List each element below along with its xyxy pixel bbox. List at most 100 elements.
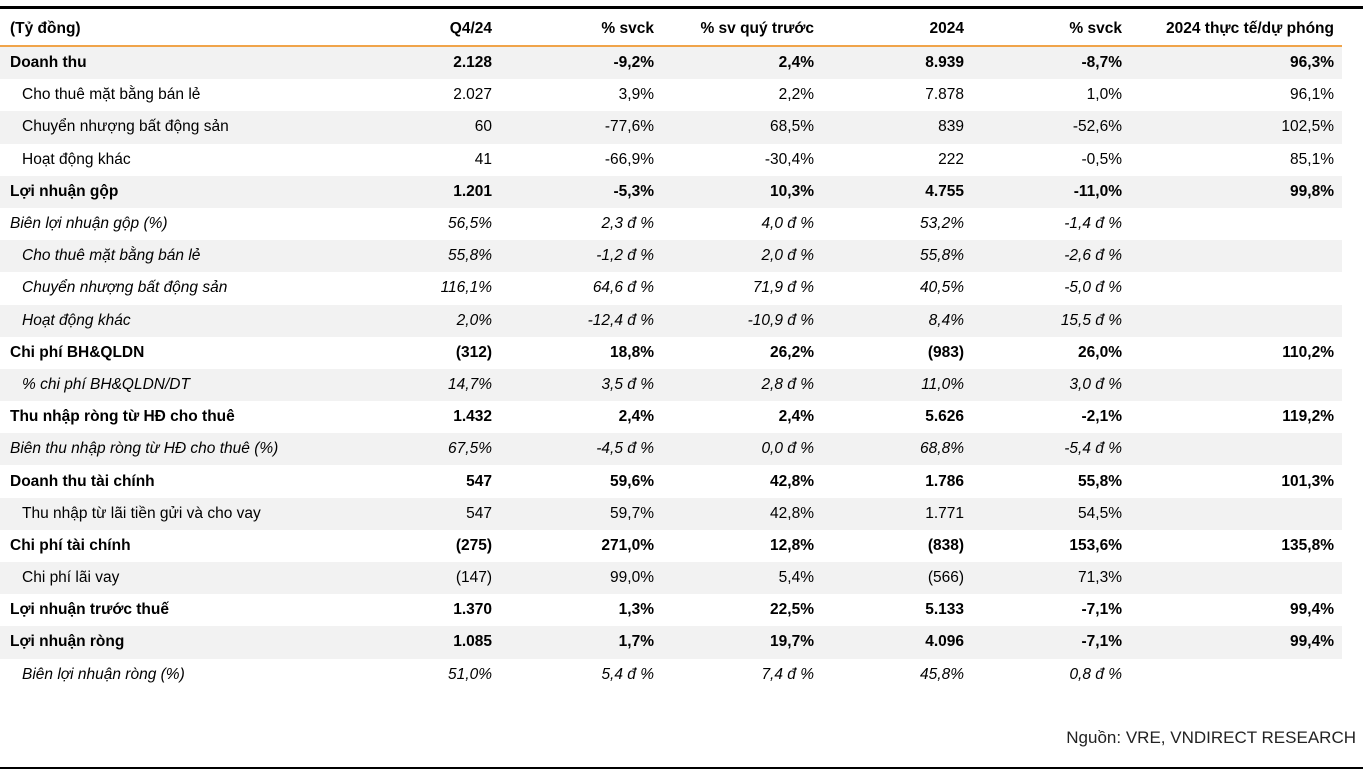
row-label: % chi phí BH&QLDN/DT xyxy=(22,375,190,393)
cell-yoy-q: 1,7% xyxy=(618,633,654,651)
cell-yoy-year: 26,0% xyxy=(1078,343,1122,361)
table-row: % chi phí BH&QLDN/DT 14,7% 3,5 đ % 2,8 đ… xyxy=(0,368,1342,402)
cell-qoq: 68,5% xyxy=(770,118,814,136)
header-yoy-year: % svck xyxy=(1069,19,1122,37)
cell-qoq: 10,3% xyxy=(770,182,814,200)
header-row: (Tỷ đồng) Q4/24 % svck % sv quý trước 20… xyxy=(0,12,1342,46)
table-row: Thu nhập từ lãi tiền gửi và cho vay 547 … xyxy=(0,497,1342,530)
cell-yoy-q: 271,0% xyxy=(601,536,654,554)
cell-yoy-year: -2,1% xyxy=(1081,408,1123,426)
cell-qoq: -30,4% xyxy=(764,150,814,168)
cell-yoy-year: -8,7% xyxy=(1081,54,1123,72)
cell-2024: 1.771 xyxy=(925,504,964,522)
cell-yoy-q: -66,9% xyxy=(604,150,654,168)
cell-actual-vs-forecast xyxy=(1130,208,1342,240)
bottom-rule xyxy=(0,767,1363,769)
row-label: Biên lợi nhuận ròng (%) xyxy=(22,665,185,683)
cell-yoy-year: -0,5% xyxy=(1081,150,1123,168)
cell-yoy-q: 3,5 đ % xyxy=(601,375,654,393)
table-row: Thu nhập ròng từ HĐ cho thuê 1.432 2,4% … xyxy=(0,401,1342,433)
header-qoq: % sv quý trước xyxy=(700,19,814,37)
cell-q4-24: 2,0% xyxy=(456,311,492,329)
row-label: Thu nhập ròng từ HĐ cho thuê xyxy=(10,408,235,426)
table-row: Lợi nhuận trước thuế 1.370 1,3% 22,5% 5.… xyxy=(0,594,1342,626)
row-label: Biên lợi nhuận gộp (%) xyxy=(10,215,168,233)
cell-yoy-q: 59,6% xyxy=(610,472,654,490)
cell-yoy-q: 64,6 đ % xyxy=(592,279,654,297)
cell-2024: 68,8% xyxy=(920,440,964,458)
cell-actual-vs-forecast xyxy=(1130,659,1342,691)
cell-yoy-year: 54,5% xyxy=(1078,504,1122,522)
cell-actual-vs-forecast xyxy=(1130,240,1342,272)
cell-yoy-year: 0,8 đ % xyxy=(1069,665,1122,683)
cell-2024: 8,4% xyxy=(928,311,964,329)
cell-yoy-q: 1,3% xyxy=(618,601,654,619)
header-q4-24: Q4/24 xyxy=(449,19,492,37)
row-label: Biên thu nhập ròng từ HĐ cho thuê (%) xyxy=(10,440,279,458)
cell-qoq: 19,7% xyxy=(770,633,814,651)
row-label: Hoạt động khác xyxy=(22,150,131,168)
cell-q4-24: 1.370 xyxy=(453,601,492,619)
cell-actual-vs-forecast xyxy=(1130,562,1342,594)
cell-qoq: -10,9 đ % xyxy=(747,311,814,329)
row-label: Cho thuê mặt bằng bán lẻ xyxy=(22,86,201,104)
table-row: Chi phí tài chính (275) 271,0% 12,8% (83… xyxy=(0,530,1342,562)
cell-qoq: 2,4% xyxy=(778,54,814,72)
cell-yoy-year: 3,0 đ % xyxy=(1069,375,1122,393)
row-label: Chuyển nhượng bất động sản xyxy=(22,118,229,136)
table-row: Chuyển nhượng bất động sản 116,1% 64,6 đ… xyxy=(0,272,1342,304)
cell-2024: 5.626 xyxy=(925,408,964,426)
header-2024: 2024 xyxy=(929,19,964,37)
cell-actual-vs-forecast: 96,1% xyxy=(1290,86,1334,104)
row-label: Hoạt động khác xyxy=(22,311,131,329)
cell-yoy-year: 15,5 đ % xyxy=(1060,311,1122,329)
cell-qoq: 4,0 đ % xyxy=(761,215,814,233)
cell-qoq: 12,8% xyxy=(770,536,814,554)
cell-2024: 839 xyxy=(938,118,964,136)
table-row: Biên lợi nhuận ròng (%) 51,0% 5,4 đ % 7,… xyxy=(0,659,1342,691)
table-row: Cho thuê mặt bằng bán lẻ 2.027 3,9% 2,2%… xyxy=(0,79,1342,111)
cell-actual-vs-forecast: 102,5% xyxy=(1281,118,1334,136)
cell-yoy-year: -5,0 đ % xyxy=(1064,279,1122,297)
cell-q4-24: 1.201 xyxy=(453,182,492,200)
cell-actual-vs-forecast: 99,4% xyxy=(1290,633,1334,651)
cell-qoq: 0,0 đ % xyxy=(761,440,814,458)
table-row: Hoạt động khác 41 -66,9% -30,4% 222 -0,5… xyxy=(0,144,1342,176)
cell-actual-vs-forecast xyxy=(1130,433,1342,465)
cell-yoy-q: 5,4 đ % xyxy=(601,665,654,683)
cell-actual-vs-forecast: 99,4% xyxy=(1290,601,1334,619)
cell-qoq: 5,4% xyxy=(778,569,814,587)
row-label: Doanh thu xyxy=(10,54,87,72)
cell-actual-vs-forecast: 101,3% xyxy=(1281,472,1334,490)
table-row: Chi phí lãi vay (147) 99,0% 5,4% (566) 7… xyxy=(0,562,1342,595)
cell-2024: (838) xyxy=(927,536,964,554)
cell-qoq: 7,4 đ % xyxy=(761,665,814,683)
cell-2024: 7.878 xyxy=(925,86,964,104)
row-label: Cho thuê mặt bằng bán lẻ xyxy=(22,247,201,265)
cell-yoy-q: -12,4 đ % xyxy=(587,311,654,329)
cell-q4-24: 55,8% xyxy=(448,247,492,265)
cell-2024: 11,0% xyxy=(921,375,964,393)
cell-q4-24: 2.128 xyxy=(453,54,492,72)
cell-actual-vs-forecast: 119,2% xyxy=(1282,408,1334,426)
cell-q4-24: 41 xyxy=(474,150,492,168)
row-label: Lợi nhuận gộp xyxy=(10,182,119,200)
row-label: Thu nhập từ lãi tiền gửi và cho vay xyxy=(22,504,261,522)
cell-actual-vs-forecast xyxy=(1130,272,1342,304)
cell-yoy-year: -2,6 đ % xyxy=(1064,247,1122,265)
cell-yoy-year: 55,8% xyxy=(1078,472,1122,490)
cell-2024: 4.096 xyxy=(925,633,964,651)
cell-yoy-year: 71,3% xyxy=(1078,569,1122,587)
cell-q4-24: 51,0% xyxy=(448,665,492,683)
cell-q4-24: (312) xyxy=(455,343,492,361)
cell-q4-24: 1.085 xyxy=(453,633,492,651)
cell-yoy-year: -1,4 đ % xyxy=(1064,215,1122,233)
cell-yoy-q: -9,2% xyxy=(613,54,655,72)
row-label: Chi phí lãi vay xyxy=(22,569,120,587)
cell-2024: 8.939 xyxy=(925,54,964,72)
table-row: Cho thuê mặt bằng bán lẻ 55,8% -1,2 đ % … xyxy=(0,240,1342,273)
table-row: Chi phí BH&QLDN (312) 18,8% 26,2% (983) … xyxy=(0,337,1342,369)
table-row: Biên lợi nhuận gộp (%) 56,5% 2,3 đ % 4,0… xyxy=(0,208,1342,240)
cell-qoq: 42,8% xyxy=(770,472,814,490)
table-row: Lợi nhuận gộp 1.201 -5,3% 10,3% 4.755 -1… xyxy=(0,175,1342,208)
